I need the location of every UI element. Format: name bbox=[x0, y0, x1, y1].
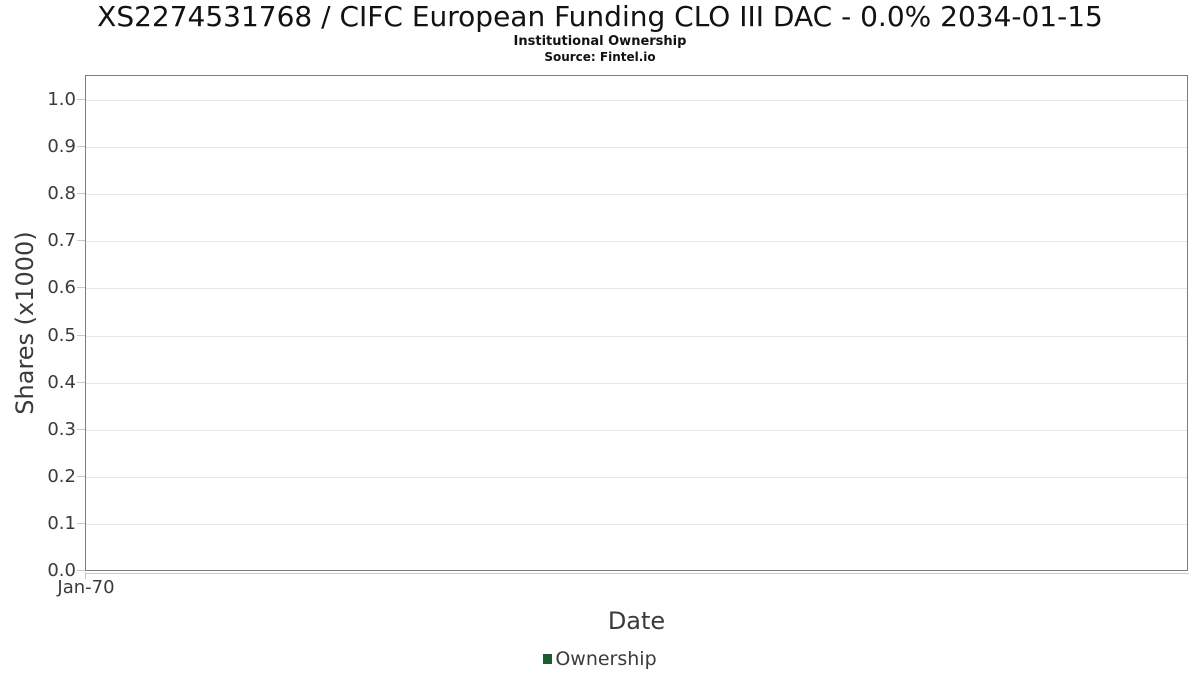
gridline bbox=[86, 100, 1187, 101]
gridline bbox=[86, 430, 1187, 431]
y-tick-mark bbox=[77, 240, 85, 241]
gridline bbox=[86, 336, 1187, 337]
gridline bbox=[86, 383, 1187, 384]
y-tick-label: 0.1 bbox=[47, 513, 76, 534]
y-tick-mark bbox=[77, 382, 85, 383]
gridline bbox=[86, 194, 1187, 195]
y-tick-mark bbox=[77, 476, 85, 477]
x-axis-title: Date bbox=[607, 607, 666, 635]
gridline bbox=[86, 147, 1187, 148]
y-tick-label: 0.8 bbox=[47, 183, 76, 204]
y-tick-label: 0.4 bbox=[47, 372, 76, 393]
gridline bbox=[86, 241, 1187, 242]
x-tick-label: Jan-70 bbox=[57, 577, 115, 598]
y-tick-label: 1.0 bbox=[47, 89, 76, 110]
chart-subtitle: Institutional Ownership bbox=[513, 34, 687, 49]
y-tick-label: 0.9 bbox=[47, 136, 76, 157]
y-tick-label: 0.6 bbox=[47, 277, 76, 298]
gridline bbox=[86, 477, 1187, 478]
y-tick-label: 0.0 bbox=[47, 560, 76, 581]
gridline bbox=[86, 524, 1187, 525]
plot-area bbox=[85, 75, 1188, 571]
y-tick-mark bbox=[77, 146, 85, 147]
y-tick-mark bbox=[77, 99, 85, 100]
y-tick-mark bbox=[77, 523, 85, 524]
y-tick-label: 0.5 bbox=[47, 325, 76, 346]
y-tick-label: 0.2 bbox=[47, 466, 76, 487]
legend-label: Ownership bbox=[555, 648, 657, 670]
legend: Ownership bbox=[0, 648, 1200, 670]
y-tick-mark bbox=[77, 287, 85, 288]
y-tick-mark bbox=[77, 570, 85, 571]
y-tick-mark bbox=[77, 193, 85, 194]
chart-source: Source: Fintel.io bbox=[544, 50, 656, 64]
legend-swatch bbox=[543, 654, 553, 664]
y-tick-label: 0.3 bbox=[47, 419, 76, 440]
x-axis-line bbox=[85, 573, 1189, 574]
gridline bbox=[86, 288, 1187, 289]
y-tick-mark bbox=[77, 429, 85, 430]
legend-item-ownership[interactable]: Ownership bbox=[543, 648, 657, 670]
chart-title: XS2274531768 / CIFC European Funding CLO… bbox=[97, 0, 1103, 33]
x-tick-mark bbox=[85, 572, 86, 579]
y-tick-label: 0.7 bbox=[47, 230, 76, 251]
y-tick-mark bbox=[77, 335, 85, 336]
